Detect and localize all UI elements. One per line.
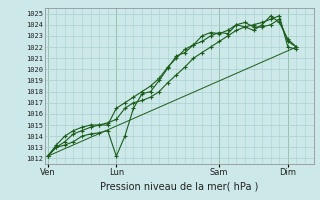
X-axis label: Pression niveau de la mer( hPa ): Pression niveau de la mer( hPa ) [100, 181, 258, 191]
